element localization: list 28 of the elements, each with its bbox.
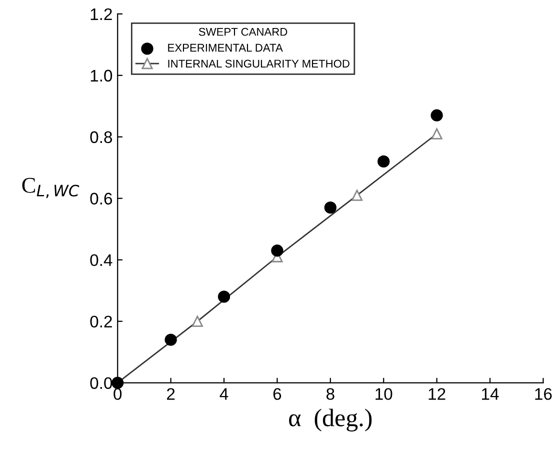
y-axis-title: C$_{L,WC}$ — [22, 178, 80, 198]
y-tick-label: 0.2 — [90, 316, 112, 328]
x-axis-title: α (deg.) — [289, 408, 372, 432]
x-tick-label: 0 — [114, 388, 122, 400]
point — [112, 376, 124, 389]
x-tick-label: 2 — [167, 388, 175, 400]
x-tick-label: 10 — [376, 388, 392, 400]
x-tick-label: 12 — [428, 388, 446, 400]
point — [378, 155, 390, 168]
y-tick-label: 0.4 — [90, 254, 112, 266]
text: 0.0 — [90, 377, 112, 390]
point — [164, 334, 177, 346]
y-tick-label: 0.6 — [90, 192, 112, 205]
x-tick-label: 4 — [220, 388, 228, 400]
x-tick-label: 16 — [535, 388, 552, 400]
x-tick-label: 8 — [326, 388, 334, 400]
point — [271, 244, 284, 257]
point — [218, 290, 230, 303]
y-tick-label: 0.8 — [90, 131, 112, 144]
legend-label: INTERNAL SINGULARITY METHOD — [168, 60, 350, 68]
text: 1.0 — [90, 70, 112, 82]
legend-title: SWEPT CANARD — [198, 28, 288, 36]
legend-label: EXPERIMENTAL DATA — [168, 44, 283, 52]
y-tick-label: 1.2 — [90, 8, 112, 20]
point — [324, 202, 336, 214]
point — [430, 109, 443, 122]
x-tick-label: 14 — [482, 388, 499, 400]
x-tick-label: 6 — [273, 388, 282, 400]
